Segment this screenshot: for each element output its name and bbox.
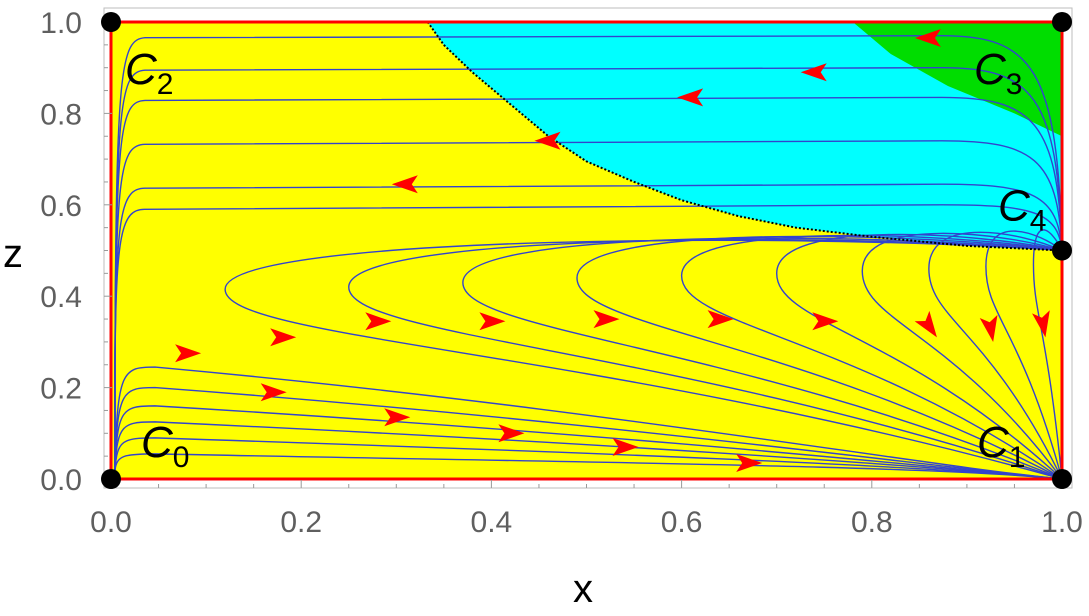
streamlines-layer	[114, 35, 1063, 480]
streamline-upper	[114, 183, 1063, 470]
critical-points-layer	[101, 12, 1072, 489]
x-tick-label: 0.6	[661, 506, 703, 539]
flow-arrow	[365, 312, 392, 331]
y-tick-label: 0.6	[40, 190, 82, 223]
axes-frame	[103, 7, 1073, 489]
streamline-loop	[680, 234, 1063, 480]
flow-arrow	[384, 408, 411, 427]
arrows-layer	[175, 29, 1050, 472]
streamline-loop	[928, 231, 1063, 480]
critical-point-label-c3: C3	[974, 45, 1022, 101]
y-tick-label: 1.0	[40, 7, 82, 40]
x-axis-label: x	[573, 567, 593, 611]
flow-arrow	[736, 454, 763, 472]
y-tick-label: 0.2	[40, 373, 82, 406]
critical-point-c2	[101, 12, 121, 32]
streamline-lower	[114, 453, 1063, 480]
streamline-lower	[114, 366, 1063, 480]
regions-layer	[111, 22, 1062, 479]
ticks-layer: 0.0 0.2 0.4 0.6 0.8 1.0 0.0 0.2 0.4 0.6 0.8 1.0	[40, 7, 1083, 539]
critical-point-c3	[1052, 12, 1072, 32]
flow-arrow	[914, 310, 937, 338]
streamline-loop	[348, 238, 1063, 480]
flow-arrow	[270, 328, 297, 347]
streamline-lower	[114, 386, 1063, 480]
critical-point-c0	[101, 469, 121, 489]
streamline-upper	[114, 140, 1063, 470]
flow-arrow	[498, 424, 525, 443]
streamline-loop	[224, 239, 1063, 480]
x-tick-label: 0.2	[280, 506, 322, 539]
streamline-upper	[114, 204, 1063, 470]
plot-frame	[103, 7, 1073, 489]
y-axis-label: z	[3, 232, 23, 276]
flow-arrow	[479, 312, 506, 331]
y-tick-label: 0.4	[40, 281, 82, 314]
flow-arrow	[534, 131, 561, 150]
critical-point-label-c1: C1	[977, 418, 1025, 474]
point-labels-layer: C0 C1 C2 C3 C4	[125, 45, 1046, 474]
streamline-loop	[861, 232, 1063, 480]
separatrix-curve	[426, 21, 1063, 252]
x-tick-label: 1.0	[1041, 506, 1083, 539]
streamline-upper	[114, 35, 1063, 470]
separatrix-layer	[426, 21, 1063, 252]
streamline-lower	[114, 437, 1063, 480]
flow-arrow	[1032, 310, 1050, 338]
streamline-loop	[1032, 229, 1063, 480]
critical-point-c4	[1052, 240, 1072, 261]
flow-arrow	[914, 29, 941, 47]
cyan-region	[427, 22, 1062, 251]
flow-arrow	[260, 383, 287, 402]
flow-arrow	[812, 312, 839, 331]
flow-arrow	[979, 314, 998, 342]
flow-arrow	[612, 438, 639, 456]
flow-arrow	[593, 310, 620, 329]
y-tick-label: 0.8	[40, 98, 82, 131]
streamline-loop	[985, 230, 1063, 480]
flow-arrow	[707, 310, 734, 329]
streamline-loop	[576, 235, 1063, 480]
critical-point-label-c0: C0	[141, 418, 189, 474]
flow-arrow	[391, 175, 418, 194]
critical-point-c1	[1052, 469, 1072, 489]
flow-arrow	[800, 63, 827, 82]
streamline-lower	[114, 421, 1063, 480]
critical-point-label-c4: C4	[998, 182, 1046, 238]
streamline-upper	[114, 96, 1063, 470]
streamline-upper	[114, 66, 1063, 470]
x-tick-label: 0.8	[851, 506, 893, 539]
critical-point-label-c2: C2	[125, 45, 173, 101]
flow-arrow	[175, 344, 202, 363]
flow-arrow	[677, 88, 704, 107]
x-tick-label: 0.0	[90, 506, 132, 539]
x-tick-label: 0.4	[471, 506, 513, 539]
y-tick-label: 0.0	[40, 464, 82, 497]
